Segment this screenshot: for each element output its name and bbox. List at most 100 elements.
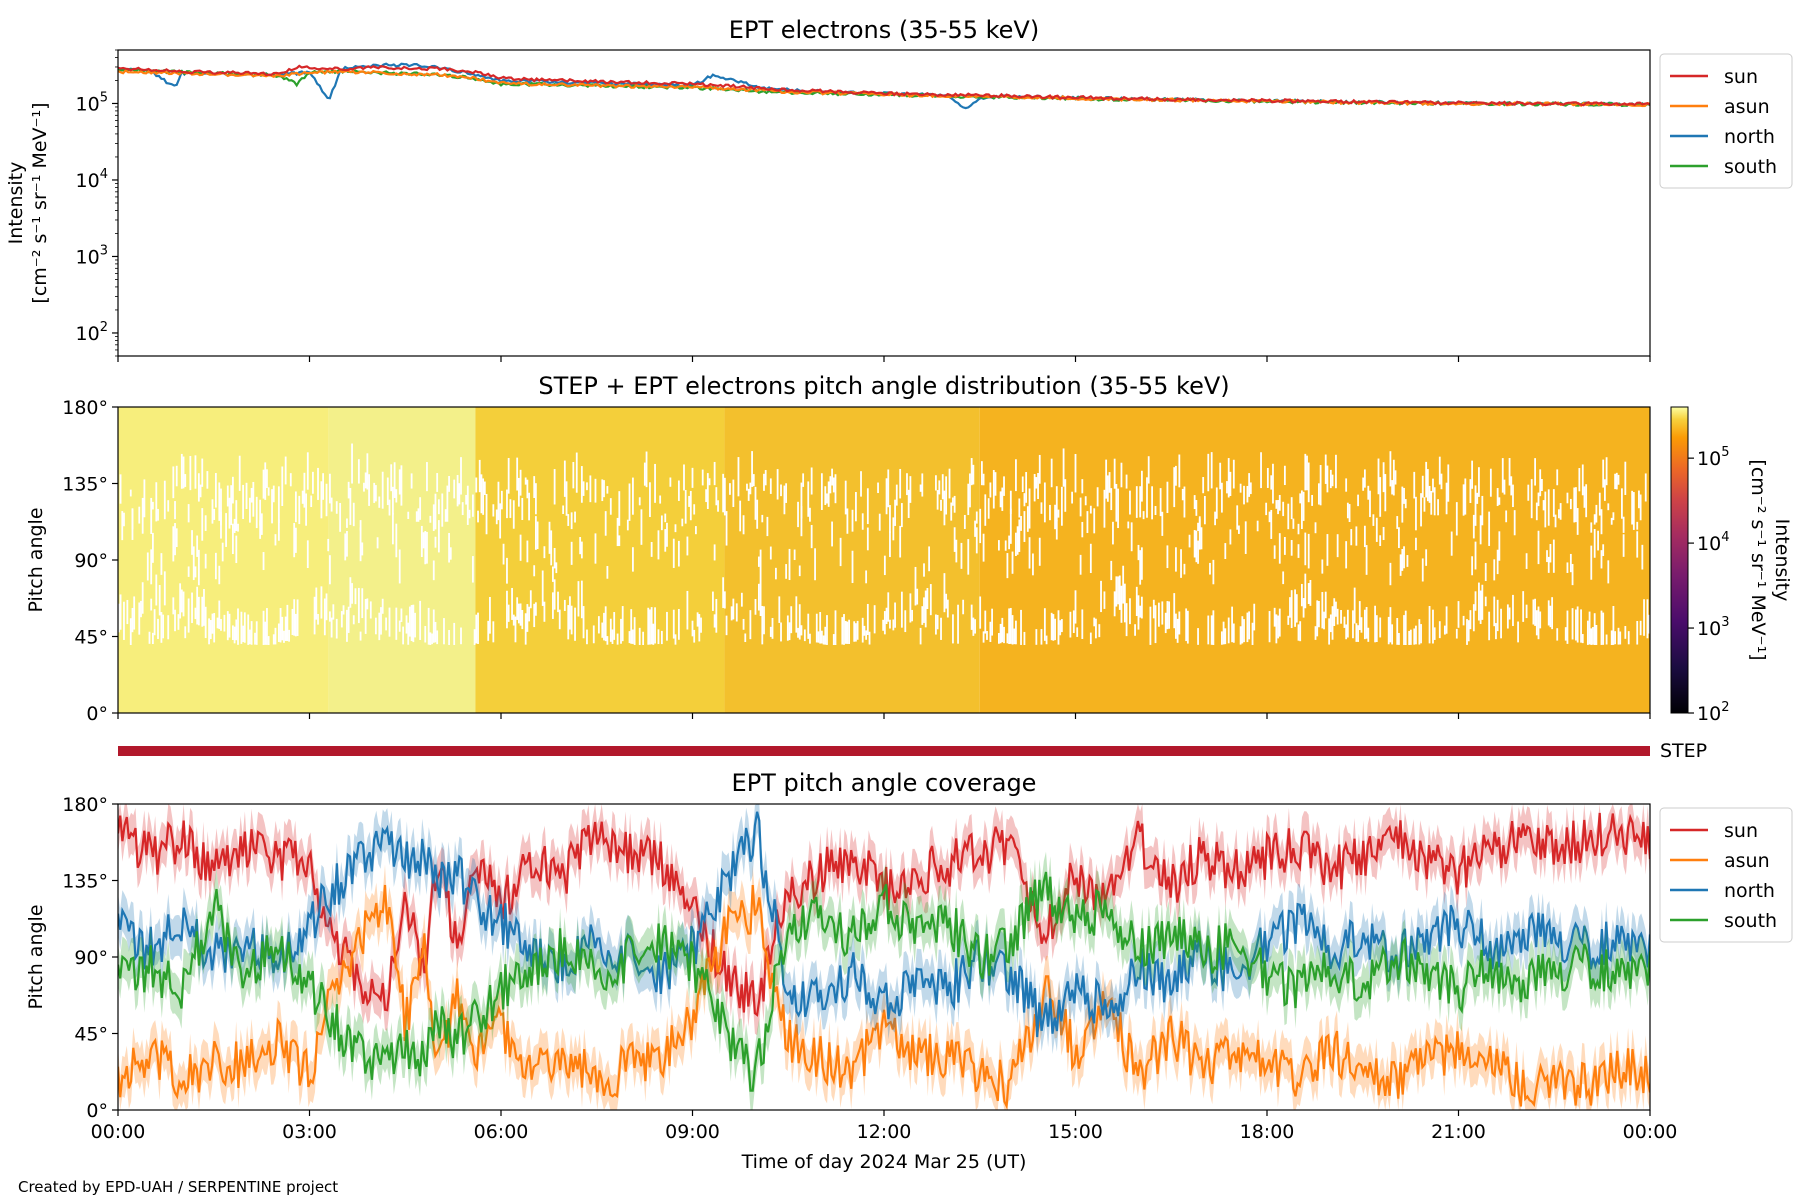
heatmap-gap	[945, 476, 948, 515]
heatmap-gap	[1006, 553, 1009, 579]
heatmap-gap	[390, 464, 393, 492]
heatmap-gap	[851, 509, 854, 532]
heatmap-gap	[1008, 535, 1011, 550]
heatmap-gap	[374, 617, 377, 635]
heatmap-gap	[226, 485, 229, 507]
heatmap-gap	[649, 609, 651, 645]
heatmap-gap	[1089, 543, 1092, 574]
heatmap-gap	[361, 588, 364, 619]
heatmap-gap	[785, 564, 788, 579]
heatmap-gap	[529, 590, 532, 609]
series-line-sun	[118, 64, 1650, 107]
heatmap-gap	[1032, 553, 1034, 576]
heatmap-gap	[1479, 590, 1482, 624]
heatmap-gap	[1646, 599, 1649, 639]
heatmap-gap	[1539, 611, 1542, 629]
heatmap-gap	[945, 593, 948, 609]
heatmap-gap	[296, 599, 299, 636]
heatmap-gap	[1496, 488, 1499, 507]
heatmap-gap	[1428, 485, 1431, 503]
heatmap-gap	[284, 616, 287, 641]
heatmap-gap	[998, 540, 1000, 551]
heatmap-gap	[1239, 483, 1242, 493]
y-tick-label: 103	[76, 243, 108, 268]
heatmap-gap	[763, 473, 765, 491]
heatmap-gap	[1481, 584, 1484, 620]
heatmap-gap	[1580, 609, 1582, 643]
heatmap-gap	[129, 618, 132, 645]
heatmap-gap	[1023, 493, 1026, 507]
heatmap-gap	[846, 508, 849, 534]
heatmap-gap	[1537, 530, 1540, 565]
y-tick-label: 90°	[74, 550, 108, 572]
heatmap-gap	[691, 467, 694, 488]
heatmap-gap	[1265, 502, 1268, 516]
heatmap-gap	[153, 609, 156, 636]
heatmap-gap	[1193, 495, 1196, 510]
heatmap-gap	[1229, 529, 1232, 545]
heatmap-gap	[1328, 618, 1331, 645]
heatmap-gap	[749, 482, 752, 495]
heatmap-gap	[1369, 490, 1371, 518]
heatmap-gap	[889, 505, 891, 533]
heatmap-gap	[967, 483, 970, 516]
heatmap-gap	[346, 530, 348, 557]
heatmap-gap	[1360, 617, 1363, 633]
heatmap-gap	[1275, 500, 1278, 509]
heatmap-gap	[800, 625, 803, 636]
heatmap-gap	[1198, 516, 1201, 550]
heatmap-gap	[1399, 554, 1402, 576]
intensity-panel-title: EPT electrons (35-55 keV)	[729, 16, 1039, 44]
heatmap-gap	[1593, 613, 1596, 645]
heatmap-gap	[1355, 623, 1358, 642]
heatmap-gap	[900, 503, 903, 528]
heatmap-gap	[565, 481, 568, 516]
intensity-y-label: Intensity [cm⁻² s⁻¹ sr⁻¹ MeV⁻¹]	[5, 102, 51, 303]
heatmap-gap	[477, 510, 479, 523]
heatmap-gap	[589, 475, 592, 503]
heatmap-gap	[1197, 522, 1199, 531]
step-bar	[118, 746, 1650, 756]
heatmap-gap	[434, 621, 437, 643]
heatmap-gap	[1541, 478, 1543, 492]
heatmap-gap	[712, 591, 714, 611]
heatmap-gap	[1086, 511, 1089, 534]
intensity-panel: EPT electrons (35-55 keV) 102 103 104 105 I…	[5, 16, 1793, 362]
heatmap-gap	[1382, 462, 1385, 493]
heatmap-gap	[381, 598, 384, 614]
heatmap-gap	[1534, 598, 1536, 626]
heatmap-gap	[541, 570, 544, 606]
heatmap-gap	[906, 473, 908, 496]
heatmap-gap	[395, 523, 398, 558]
heatmap-gap	[928, 546, 931, 572]
heatmap-gap	[1186, 610, 1189, 644]
heatmap-gap	[1018, 498, 1021, 518]
heatmap-gap	[1479, 515, 1482, 545]
heatmap-gap	[594, 478, 597, 503]
heatmap-gap	[368, 474, 370, 506]
heatmap-gap	[1469, 479, 1472, 504]
x-tick-label: 06:00	[474, 1121, 529, 1143]
heatmap-gap	[1372, 514, 1375, 526]
heatmap-gap	[984, 610, 987, 634]
heatmap-gap	[1161, 601, 1164, 625]
pad-y-ticks: 0° 45° 90° 135° 180°	[62, 397, 118, 725]
heatmap-gap	[357, 587, 360, 624]
heatmap-gap	[1013, 628, 1016, 645]
heatmap-gap	[1575, 487, 1577, 523]
heatmap-gap	[666, 522, 668, 547]
heatmap-gap	[582, 481, 585, 496]
heatmap-gap	[982, 473, 985, 486]
heatmap-gap	[272, 485, 275, 503]
heatmap-gap	[214, 552, 217, 580]
heatmap-gap	[419, 497, 422, 520]
heatmap-gap	[1415, 625, 1417, 645]
heatmap-gap	[1207, 453, 1210, 492]
heatmap-gap	[638, 497, 641, 506]
heatmap-gap	[534, 602, 537, 616]
heatmap-gap	[935, 614, 937, 635]
heatmap-gap	[1175, 465, 1177, 486]
heatmap-gap	[191, 592, 193, 624]
heatmap-gap	[373, 482, 376, 503]
